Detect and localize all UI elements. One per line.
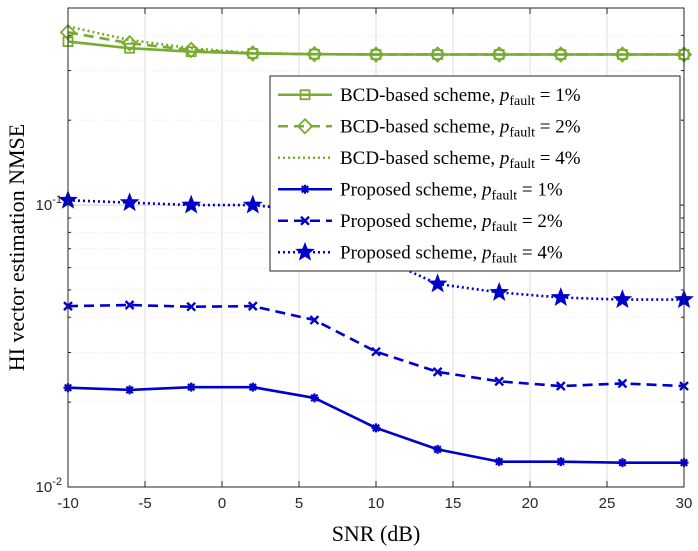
data-point — [617, 378, 628, 389]
data-point — [121, 34, 138, 52]
series-line — [67, 25, 684, 56]
legend-label: Proposed scheme, pfault = 1% — [340, 179, 563, 203]
data-point — [367, 46, 385, 63]
x-tick-label: 20 — [522, 495, 539, 512]
data-point — [124, 42, 135, 54]
data-point — [489, 281, 510, 301]
x-tick-label: 5 — [295, 495, 303, 512]
x-axis-label: SNR (dB) — [332, 521, 421, 546]
legend: BCD-based scheme, pfault = 1% BCD-based s… — [269, 75, 681, 272]
x-tick-label: -5 — [138, 495, 151, 512]
series-line — [67, 303, 685, 388]
legend-item: BCD-based scheme, pfault = 1% — [278, 85, 581, 109]
legend-marker — [299, 89, 311, 101]
data-point — [306, 45, 323, 63]
legend-marker — [295, 241, 315, 261]
legend-item: Proposed scheme, pfault = 2% — [278, 211, 563, 235]
data-point — [247, 301, 258, 311]
x-tick-label: 10 — [368, 495, 385, 512]
legend-box — [269, 75, 681, 272]
data-point — [429, 46, 446, 63]
legend-marker — [300, 184, 310, 194]
data-point — [309, 315, 320, 325]
data-point — [309, 393, 319, 403]
data-point — [181, 194, 202, 214]
data-point — [617, 458, 627, 468]
data-point — [490, 46, 508, 63]
legend-marker — [296, 117, 314, 135]
data-point — [432, 367, 443, 377]
data-point — [494, 457, 504, 467]
legend-label: Proposed scheme, pfault = 4% — [340, 242, 563, 266]
x-tick-label: 25 — [599, 495, 616, 512]
y-axis-label: HI vector estimation NMSE — [4, 124, 29, 371]
data-point — [242, 194, 263, 214]
data-point — [427, 273, 448, 293]
x-tick-label: 0 — [218, 495, 226, 512]
x-tick-label: 15 — [445, 495, 462, 512]
data-point — [433, 444, 443, 454]
data-point — [186, 301, 197, 312]
x-tick-label: -10 — [57, 495, 79, 512]
legend-label: BCD-based scheme, pfault = 1% — [340, 85, 581, 109]
data-point — [550, 287, 571, 306]
data-point — [614, 46, 631, 63]
data-point — [248, 382, 258, 392]
series-5 — [63, 300, 689, 391]
data-point — [494, 376, 505, 387]
data-point — [244, 45, 262, 62]
legend-label: Proposed scheme, pfault = 2% — [340, 211, 563, 235]
data-point — [119, 192, 140, 212]
legend-item: BCD-based scheme, pfault = 2% — [278, 116, 581, 140]
legend-item: Proposed scheme, pfault = 4% — [278, 241, 563, 266]
data-point — [371, 423, 381, 433]
series-line — [67, 198, 684, 301]
data-point — [124, 300, 135, 310]
legend-label: BCD-based scheme, pfault = 2% — [340, 116, 581, 140]
series-3 — [67, 25, 684, 56]
data-point — [371, 346, 381, 357]
legend-label: BCD-based scheme, pfault = 4% — [340, 148, 581, 172]
y-tick-label: 10-2 — [36, 476, 62, 496]
data-point — [552, 46, 570, 63]
data-point — [125, 385, 135, 395]
data-point — [555, 381, 566, 391]
data-point — [612, 289, 633, 309]
legend-item: Proposed scheme, pfault = 1% — [278, 179, 563, 203]
legend-item: BCD-based scheme, pfault = 4% — [278, 148, 581, 172]
x-tick-label: 30 — [676, 495, 693, 512]
legend-marker — [300, 215, 310, 226]
data-point — [186, 382, 196, 392]
axis-ticks: -10 -5 0 5 10 15 20 25 30 10-1 10-2 — [36, 7, 693, 512]
y-tick-label: 10-1 — [36, 194, 62, 214]
series-lines — [58, 24, 694, 468]
data-point — [556, 457, 566, 467]
